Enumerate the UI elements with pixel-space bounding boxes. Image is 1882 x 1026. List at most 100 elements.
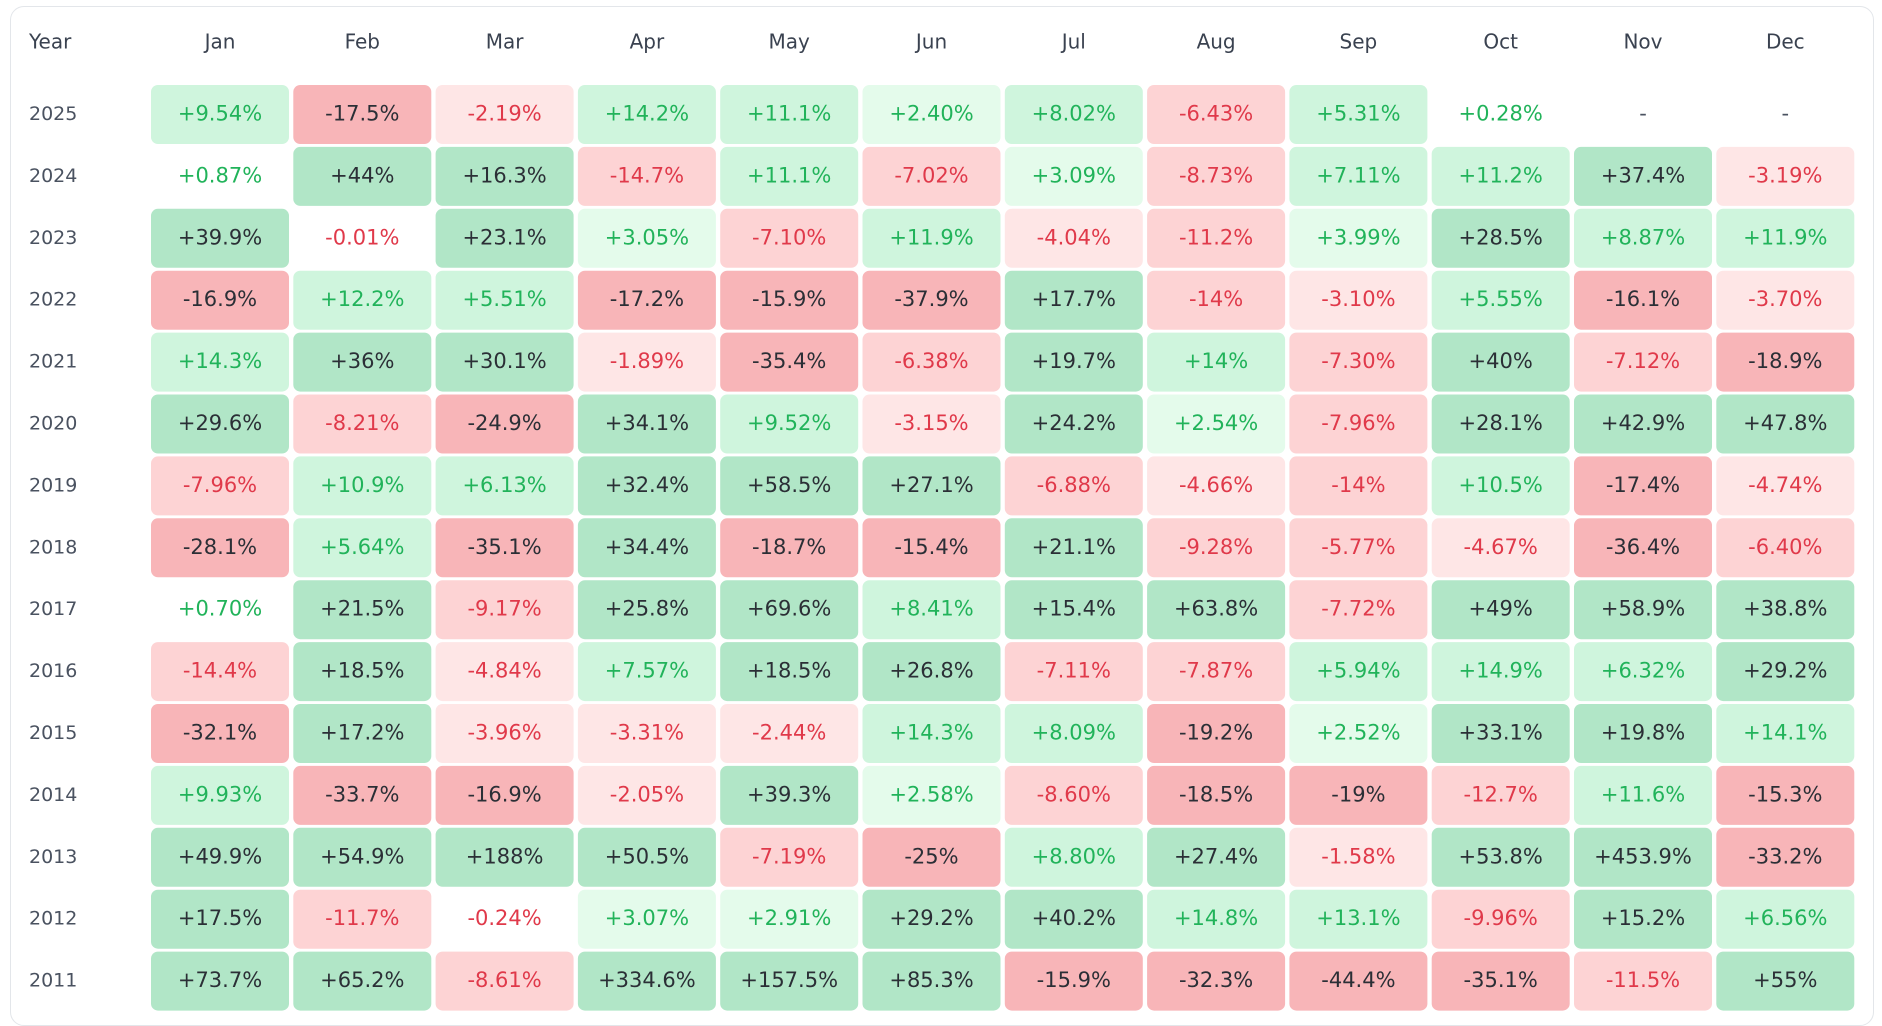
value-2013-mar: +188% bbox=[466, 844, 544, 868]
value-2021-dec: -18.9% bbox=[1748, 349, 1822, 373]
cell-2016-nov bbox=[1574, 642, 1712, 702]
cell-2012-nov bbox=[1574, 889, 1712, 949]
value-2018-oct: -4.67% bbox=[1464, 535, 1538, 559]
cell-2011-jun bbox=[862, 951, 1001, 1011]
value-2014-jun: +2.58% bbox=[889, 782, 973, 806]
header-jun: Jun bbox=[914, 30, 947, 54]
cell-2019-jul bbox=[1004, 456, 1143, 516]
cell-2021-jan bbox=[151, 332, 289, 392]
cell-2019-jun bbox=[862, 456, 1001, 516]
value-2018-jul: +21.1% bbox=[1032, 535, 1116, 559]
cell-2017-apr bbox=[577, 580, 716, 640]
cell-2022-feb bbox=[293, 270, 432, 330]
year-label-2014: 2014 bbox=[29, 784, 77, 806]
cell-2014-jun bbox=[862, 765, 1001, 825]
value-2020-mar: -24.9% bbox=[467, 411, 541, 435]
cell-2024-dec bbox=[1716, 146, 1855, 206]
cell-2025-sep bbox=[1289, 85, 1428, 144]
cell-2013-oct bbox=[1431, 827, 1570, 887]
cell-2017-oct bbox=[1431, 580, 1570, 640]
value-2025-aug: -6.43% bbox=[1179, 102, 1253, 126]
value-2013-sep: -1.58% bbox=[1321, 844, 1395, 868]
year-label-2019: 2019 bbox=[29, 474, 77, 496]
value-2025-dec: - bbox=[1782, 102, 1790, 126]
value-2011-dec: +55% bbox=[1753, 968, 1817, 992]
cell-2024-apr bbox=[577, 146, 716, 206]
value-2012-mar: -0.24% bbox=[467, 906, 541, 930]
value-2024-sep: +7.11% bbox=[1316, 163, 1400, 187]
value-2016-dec: +29.2% bbox=[1743, 659, 1827, 683]
cell-2014-sep bbox=[1289, 765, 1428, 825]
value-2012-jan: +17.5% bbox=[178, 906, 262, 930]
cell-2016-jul bbox=[1004, 642, 1143, 702]
value-2023-jul: -4.04% bbox=[1037, 225, 1111, 249]
value-2019-sep: -14% bbox=[1331, 473, 1385, 497]
value-2015-nov: +19.8% bbox=[1601, 721, 1685, 745]
header-sep: Sep bbox=[1340, 30, 1378, 54]
cell-2012-jun bbox=[862, 889, 1001, 949]
value-2015-feb: +17.2% bbox=[320, 721, 404, 745]
cell-2023-may bbox=[720, 208, 859, 268]
value-2013-may: -7.19% bbox=[752, 844, 826, 868]
cell-2015-aug bbox=[1147, 704, 1286, 763]
value-2020-jun: -3.15% bbox=[894, 411, 968, 435]
value-2022-nov: -16.1% bbox=[1606, 287, 1680, 311]
value-2022-sep: -3.10% bbox=[1321, 287, 1395, 311]
cell-2013-may bbox=[720, 827, 859, 887]
cell-2020-oct bbox=[1431, 394, 1570, 454]
cell-2012-feb bbox=[293, 889, 432, 949]
header-jul: Jul bbox=[1060, 30, 1086, 54]
value-2014-may: +39.3% bbox=[747, 782, 831, 806]
value-2012-nov: +15.2% bbox=[1601, 906, 1685, 930]
cell-2013-feb bbox=[293, 827, 432, 887]
value-2016-jul: -7.11% bbox=[1037, 659, 1111, 683]
cell-2025-mar bbox=[435, 85, 574, 144]
cell-2018-nov bbox=[1574, 518, 1712, 578]
cell-2023-jul bbox=[1004, 208, 1143, 268]
cell-2025-apr bbox=[577, 85, 716, 144]
value-2022-mar: +5.51% bbox=[462, 287, 546, 311]
value-2011-sep: -44.4% bbox=[1321, 968, 1395, 992]
value-2013-nov: +453.9% bbox=[1594, 844, 1692, 868]
value-2025-feb: -17.5% bbox=[325, 102, 399, 126]
value-2024-apr: -14.7% bbox=[610, 163, 684, 187]
cell-2020-sep bbox=[1289, 394, 1428, 454]
cell-2022-may bbox=[720, 270, 859, 330]
cell-2023-nov bbox=[1574, 208, 1712, 268]
cell-2018-may bbox=[720, 518, 859, 578]
cell-2013-nov bbox=[1574, 827, 1712, 887]
cell-2015-feb bbox=[293, 704, 432, 763]
cell-2021-nov bbox=[1574, 332, 1712, 392]
cell-2017-jul bbox=[1004, 580, 1143, 640]
cell-2014-nov bbox=[1574, 765, 1712, 825]
value-2015-apr: -3.31% bbox=[610, 721, 684, 745]
value-2020-may: +9.52% bbox=[747, 411, 831, 435]
value-2016-aug: -7.87% bbox=[1179, 659, 1253, 683]
value-2021-mar: +30.1% bbox=[462, 349, 546, 373]
value-2023-aug: -11.2% bbox=[1179, 225, 1253, 249]
cell-2016-mar bbox=[435, 642, 574, 702]
cell-2025-aug bbox=[1147, 85, 1286, 144]
value-2017-sep: -7.72% bbox=[1321, 597, 1395, 621]
value-2021-sep: -7.30% bbox=[1321, 349, 1395, 373]
cell-2024-may bbox=[720, 146, 859, 206]
value-2015-jul: +8.09% bbox=[1032, 721, 1116, 745]
cell-2017-mar bbox=[435, 580, 574, 640]
value-2020-dec: +47.8% bbox=[1743, 411, 1827, 435]
value-2018-aug: -9.28% bbox=[1179, 535, 1253, 559]
value-2012-aug: +14.8% bbox=[1174, 906, 1258, 930]
cell-2011-may bbox=[720, 951, 859, 1011]
cell-2012-jan bbox=[151, 889, 289, 949]
value-2022-may: -15.9% bbox=[752, 287, 826, 311]
returns-card: Year Jan Feb Mar Apr May Jun Jul Aug Sep Oct Nov Dec… bbox=[10, 6, 1874, 1026]
value-2019-oct: +10.5% bbox=[1459, 473, 1543, 497]
cell-2013-mar bbox=[435, 827, 574, 887]
cell-2015-oct bbox=[1431, 704, 1570, 763]
cell-2013-apr bbox=[577, 827, 716, 887]
cell-2020-jun bbox=[862, 394, 1001, 454]
header-year: Year bbox=[28, 30, 72, 54]
value-2022-aug: -14% bbox=[1189, 287, 1243, 311]
cell-2011-nov bbox=[1574, 951, 1712, 1011]
value-2017-apr: +25.8% bbox=[605, 597, 689, 621]
cell-2017-dec bbox=[1716, 580, 1855, 640]
